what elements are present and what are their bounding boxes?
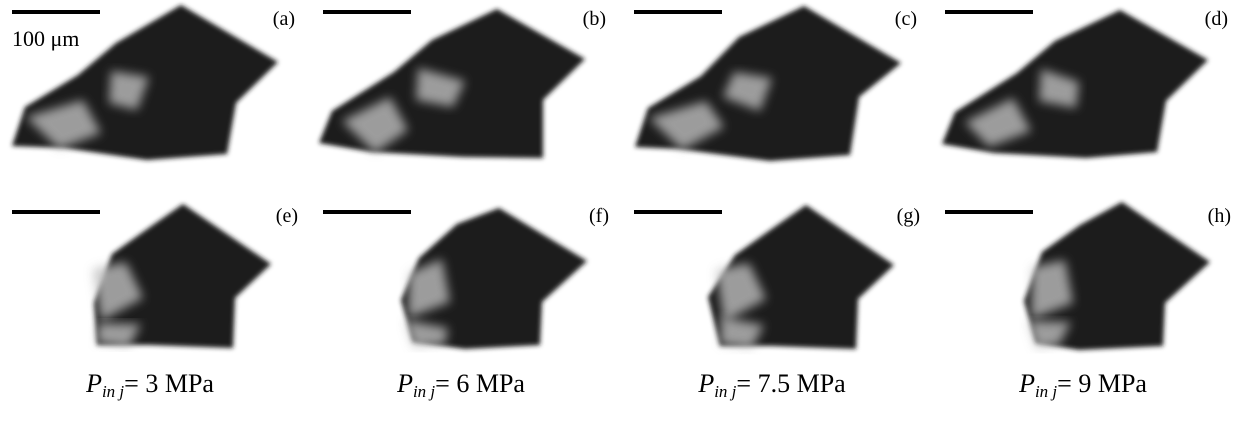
spray-highlight — [416, 68, 465, 107]
panel-label: (h) — [1208, 205, 1231, 227]
panel-label: (f) — [589, 205, 609, 227]
panel-label: (c) — [895, 8, 917, 30]
spray-highlight — [1039, 69, 1079, 108]
panel-label: (b) — [583, 8, 606, 30]
spray-highlight — [1031, 260, 1073, 319]
spray-highlight — [97, 323, 141, 347]
pressure-subscript: in j — [413, 382, 435, 401]
spray-highlight — [965, 98, 1031, 147]
spray-image — [401, 208, 587, 349]
spray-highlight — [649, 101, 724, 150]
pressure-subscript: in j — [102, 382, 124, 401]
spray-highlight — [716, 263, 766, 322]
panel-label: (g) — [897, 205, 920, 227]
pressure-label: Pin j= 6 MPa — [396, 369, 525, 401]
pressure-symbol: P — [697, 369, 714, 398]
panel: (b) — [319, 8, 606, 158]
spray-highlight — [1028, 321, 1071, 348]
panel: (a) — [12, 5, 295, 160]
pressure-symbol: P — [396, 369, 413, 398]
panel-label: (e) — [276, 205, 298, 227]
panel: (f) — [323, 205, 609, 349]
panel: (d) — [942, 8, 1228, 158]
pressure-value: = 3 MPa — [124, 369, 214, 398]
spray-highlight — [26, 100, 101, 149]
pressure-value: = 7.5 MPa — [736, 369, 846, 398]
pressure-subscript: in j — [714, 382, 736, 401]
spray-highlight — [93, 262, 143, 321]
spray-image — [1024, 202, 1210, 350]
pressure-label: Pin j= 7.5 MPa — [697, 369, 846, 401]
scale-label: 100 μm — [12, 26, 79, 51]
spray-highlight — [408, 259, 450, 318]
spray-highlight — [342, 97, 408, 153]
pressure-symbol: P — [85, 369, 102, 398]
spray-highlight — [720, 317, 764, 348]
panel: (e) — [12, 204, 298, 348]
pressure-label: Pin j= 3 MPa — [85, 369, 214, 401]
pressure-label: Pin j= 9 MPa — [1018, 369, 1147, 401]
spray-image — [94, 204, 271, 348]
panel: (g) — [634, 205, 920, 349]
pressure-value: = 6 MPa — [435, 369, 525, 398]
pressure-subscript: in j — [1035, 382, 1057, 401]
pressure-value: = 9 MPa — [1057, 369, 1147, 398]
panel: (h) — [945, 202, 1231, 350]
spray-image — [708, 205, 894, 349]
panel-label: (d) — [1205, 8, 1228, 30]
panel-label: (a) — [273, 8, 295, 30]
spray-highlight — [723, 72, 772, 111]
pressure-symbol: P — [1018, 369, 1035, 398]
spray-highlight — [109, 71, 149, 110]
spray-highlight — [405, 320, 448, 347]
panel: (c) — [634, 6, 917, 161]
